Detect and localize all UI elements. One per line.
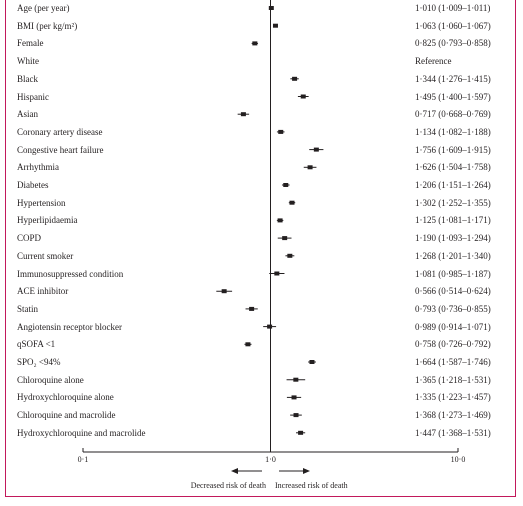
row-value: 1·447 (1·368–1·531) (415, 427, 491, 438)
row-label: Current smoker (17, 250, 74, 261)
row-label: Chloroquine and macrolide (17, 410, 116, 421)
row-value: 1·335 (1·223–1·457) (415, 392, 491, 403)
x-tick-label: 1·0 (265, 455, 276, 464)
row-label: ACE inhibitor (17, 286, 69, 297)
point-estimate (272, 23, 278, 28)
row-label: Statin (17, 303, 39, 314)
point-estimate (289, 200, 295, 205)
row-value: 0·825 (0·793–0·858) (415, 38, 491, 49)
row-value: 0·793 (0·736–0·855) (415, 303, 491, 314)
row-label: Chloroquine alone (17, 374, 84, 385)
point-estimate (252, 41, 258, 46)
point-estimate (293, 377, 299, 382)
row-value: Reference (415, 56, 452, 67)
frame-right-border (515, 0, 516, 497)
point-estimate (249, 306, 255, 311)
row-label: Hydroxychloroquine alone (17, 392, 114, 403)
x-tick-label: 0·1 (77, 455, 89, 464)
row-value: 1·125 (1·081–1·171) (415, 215, 491, 226)
point-estimate (292, 76, 298, 81)
row-label: Asian (17, 109, 38, 120)
increased-risk-label: Increased risk of death (275, 481, 348, 490)
point-estimate (221, 289, 227, 294)
row-value: 1·365 (1·218–1·531) (415, 374, 491, 385)
row-label: Hydroxychloroquine and macrolide (17, 427, 146, 438)
row-label: Arrhythmia (17, 162, 59, 173)
row-label: BMI (per kg/m²) (17, 20, 78, 31)
frame-left-border (5, 0, 6, 497)
point-estimate (287, 253, 293, 258)
row-value: 0·758 (0·726–0·792) (415, 339, 491, 350)
decreased-risk-label: Decreased risk of death (190, 481, 266, 490)
point-estimate (268, 6, 274, 10)
row-label: Female (17, 38, 44, 49)
point-estimate (298, 430, 304, 435)
point-estimate (300, 94, 306, 99)
point-estimate (277, 218, 283, 223)
point-estimate (240, 112, 246, 117)
x-tick-label: 10·0 (450, 455, 466, 464)
row-label: Hyperlipidaemia (17, 215, 78, 226)
row-label: Congestive heart failure (17, 144, 104, 155)
increased-risk-arrowhead (303, 468, 310, 474)
row-value: 0·717 (0·668–0·769) (415, 109, 491, 120)
row-value: 0·989 (0·914–1·071) (415, 321, 491, 332)
point-estimate (291, 395, 297, 400)
row-label: Immunosuppressed condition (17, 268, 124, 279)
point-estimate (282, 236, 288, 241)
point-estimate (278, 129, 284, 134)
row-value: 1·190 (1·093–1·294) (415, 233, 491, 244)
point-estimate (309, 360, 315, 364)
decreased-risk-arrowhead (231, 468, 238, 474)
frame-bottom-border (5, 496, 516, 497)
row-value: 1·368 (1·273–1·469) (415, 410, 491, 421)
point-estimate (274, 271, 280, 276)
row-value: 1·063 (1·060–1·067) (415, 20, 491, 31)
row-value: 1·010 (1·009–1·011) (415, 3, 491, 13)
point-estimate (293, 413, 299, 418)
row-value: 1·626 (1·504–1·758) (415, 162, 491, 173)
row-label: Hispanic (17, 91, 49, 102)
row-value: 1·495 (1·400–1·597) (415, 91, 491, 102)
point-estimate (307, 165, 313, 170)
row-value: 1·302 (1·252–1·355) (415, 197, 491, 208)
row-value: 0·566 (0·514–0·624) (415, 286, 491, 297)
row-value: 1·206 (1·151–1·264) (415, 180, 491, 190)
row-value: 1·134 (1·082–1·188) (415, 126, 491, 137)
row-label: White (17, 56, 39, 67)
point-estimate (283, 183, 289, 187)
row-label: qSOFA <1 (17, 339, 56, 350)
row-label: Angiotensin receptor blocker (17, 321, 122, 332)
row-label: Coronary artery disease (17, 126, 103, 137)
row-value: 1·756 (1·609–1·915) (415, 144, 491, 155)
row-value: 1·081 (0·985–1·187) (415, 268, 491, 279)
row-label: Age (per year) (17, 3, 70, 13)
row-value: 1·344 (1·276–1·415) (415, 73, 491, 84)
row-value: 1·664 (1·587–1·746) (415, 357, 491, 367)
row-value: 1·268 (1·201–1·340) (415, 250, 491, 261)
point-estimate (245, 342, 251, 347)
point-estimate (267, 324, 273, 329)
row-label: Hypertension (17, 197, 66, 208)
row-label: Black (17, 73, 38, 84)
point-estimate (313, 147, 319, 152)
row-label: Diabetes (17, 180, 49, 190)
row-label: SPO₂ <94% (17, 357, 61, 367)
row-label: COPD (17, 233, 42, 244)
